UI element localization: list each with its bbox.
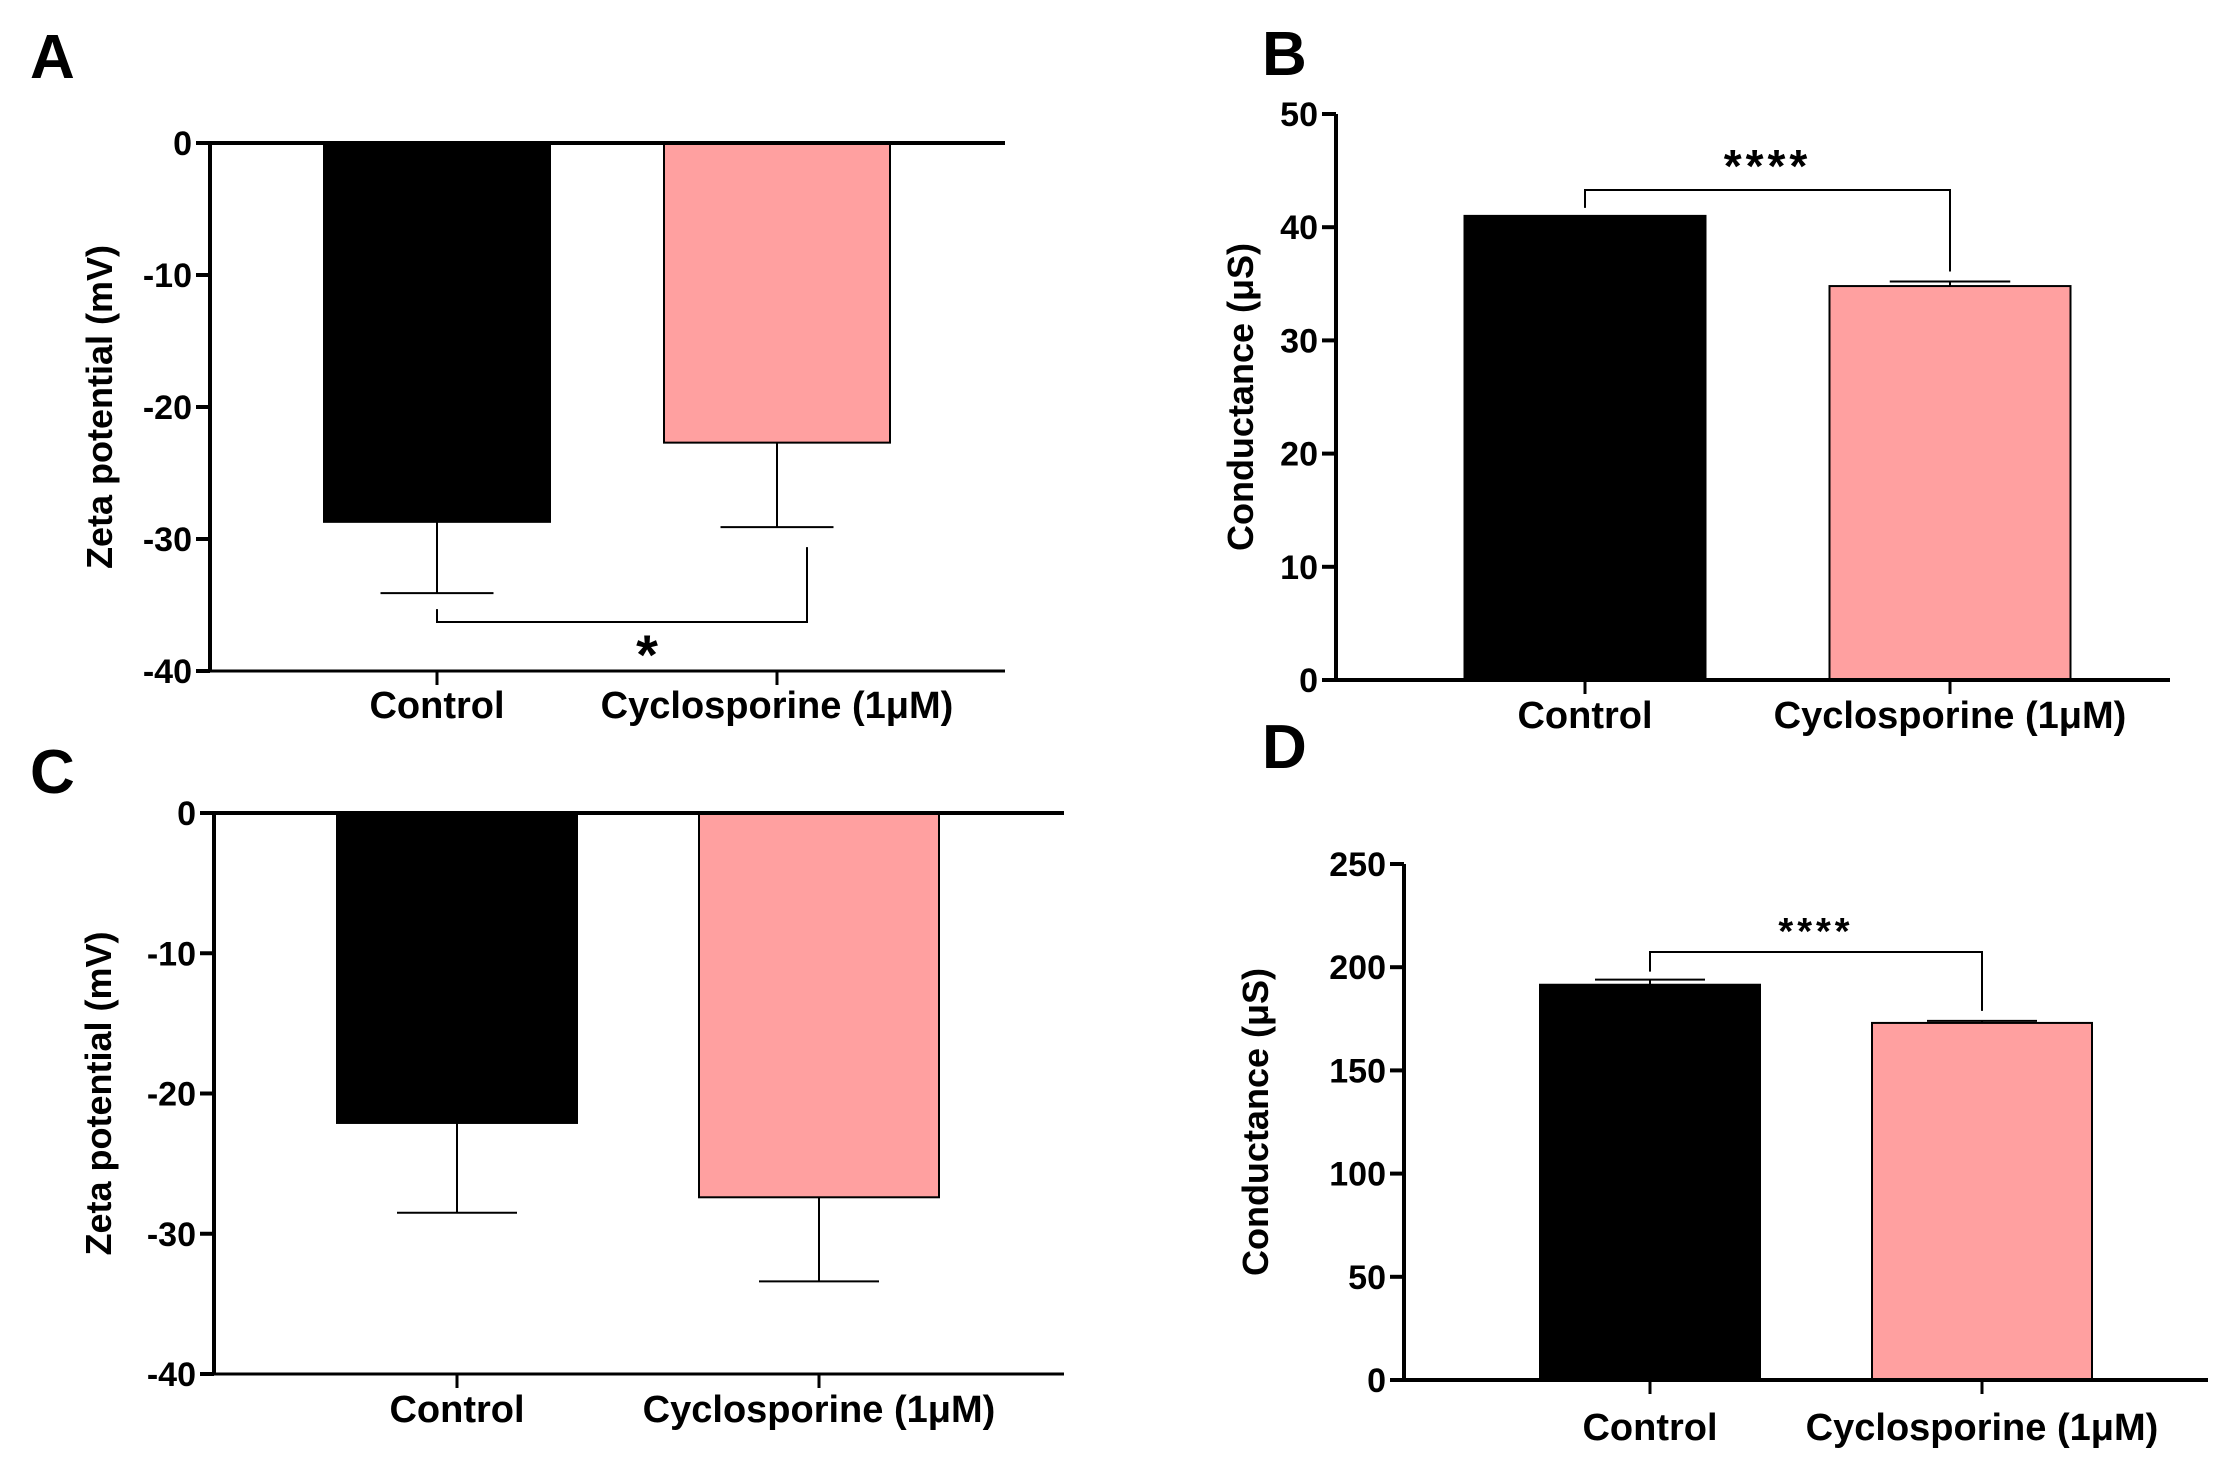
y-axis-title: Zeta potential (mV) (79, 245, 120, 569)
panel-letter: A (30, 23, 75, 92)
y-tick-label: 0 (1367, 1362, 1386, 1400)
y-tick-label: -20 (143, 389, 192, 427)
panel-d: D 0 50 100 150 200 250 Control Cyclosporine (1μM… (1235, 713, 2208, 1449)
x-tick-label: Control (369, 685, 504, 727)
x-tick-label: Cyclosporine (1μM) (601, 685, 954, 727)
y-tick-label: 50 (1280, 96, 1318, 134)
x-tick-label: Control (389, 1389, 524, 1431)
bar (698, 812, 940, 1199)
y-tick-label: -30 (147, 1216, 196, 1254)
panel-b: B 0 10 20 30 40 50 Control Cyclosporine (1μM) Con… (1220, 20, 2170, 737)
x-tick-label: Cyclosporine (1μM) (1774, 695, 2127, 737)
bar (1828, 285, 2072, 681)
y-tick-label: 0 (1299, 662, 1318, 700)
y-axis-title: Conductance (μS) (1235, 968, 1276, 1276)
bar (1539, 983, 1761, 1382)
y-tick-label: 20 (1280, 436, 1318, 474)
y-tick-label: 0 (177, 795, 196, 833)
y-tick-label: -10 (147, 935, 196, 973)
y-tick-label: -20 (147, 1076, 196, 1114)
significance-label: **** (1724, 140, 1812, 192)
y-axis-title: Conductance (μS) (1220, 243, 1261, 551)
y-tick-label: -30 (143, 521, 192, 559)
significance-label: * (636, 623, 658, 686)
y-tick-label: 200 (1329, 949, 1386, 987)
bar (336, 812, 578, 1124)
x-tick-label: Cyclosporine (1μM) (643, 1389, 996, 1431)
panel-letter: D (1262, 713, 1307, 782)
x-tick-label: Control (1517, 695, 1652, 737)
x-tick-label: Control (1582, 1407, 1717, 1449)
y-tick-label: -40 (147, 1356, 196, 1394)
bar (323, 142, 551, 523)
panel-letter: B (1262, 20, 1307, 89)
panel-letter: C (30, 738, 75, 807)
y-tick-label: 250 (1329, 846, 1386, 884)
y-tick-label: 50 (1348, 1259, 1386, 1297)
significance-label: **** (1778, 911, 1853, 953)
bar (1463, 214, 1707, 681)
y-tick-label: 150 (1329, 1052, 1386, 1090)
panel-c: C 0 -10 -20 -30 -40 Control Cyclosporine (1μM) Z… (30, 738, 1064, 1431)
significance-bracket (1584, 189, 1951, 272)
bar (1871, 1021, 2093, 1381)
y-tick-label: 10 (1280, 549, 1318, 587)
y-axis-title: Zeta potential (mV) (78, 931, 119, 1255)
y-tick-label: 30 (1280, 322, 1318, 360)
bar (663, 142, 891, 444)
significance-bracket (436, 547, 808, 623)
x-tick-label: Cyclosporine (1μM) (1806, 1407, 2159, 1449)
y-tick-label: -40 (143, 653, 192, 691)
significance-bracket (1649, 951, 1983, 1011)
y-tick-label: -10 (143, 257, 192, 295)
y-tick-label: 0 (173, 125, 192, 163)
panel-a: A 0 -10 -20 -30 -40 Control Cyclosporine (1μM) Z… (30, 23, 1005, 727)
y-tick-label: 100 (1329, 1156, 1386, 1194)
y-tick-label: 40 (1280, 209, 1318, 247)
